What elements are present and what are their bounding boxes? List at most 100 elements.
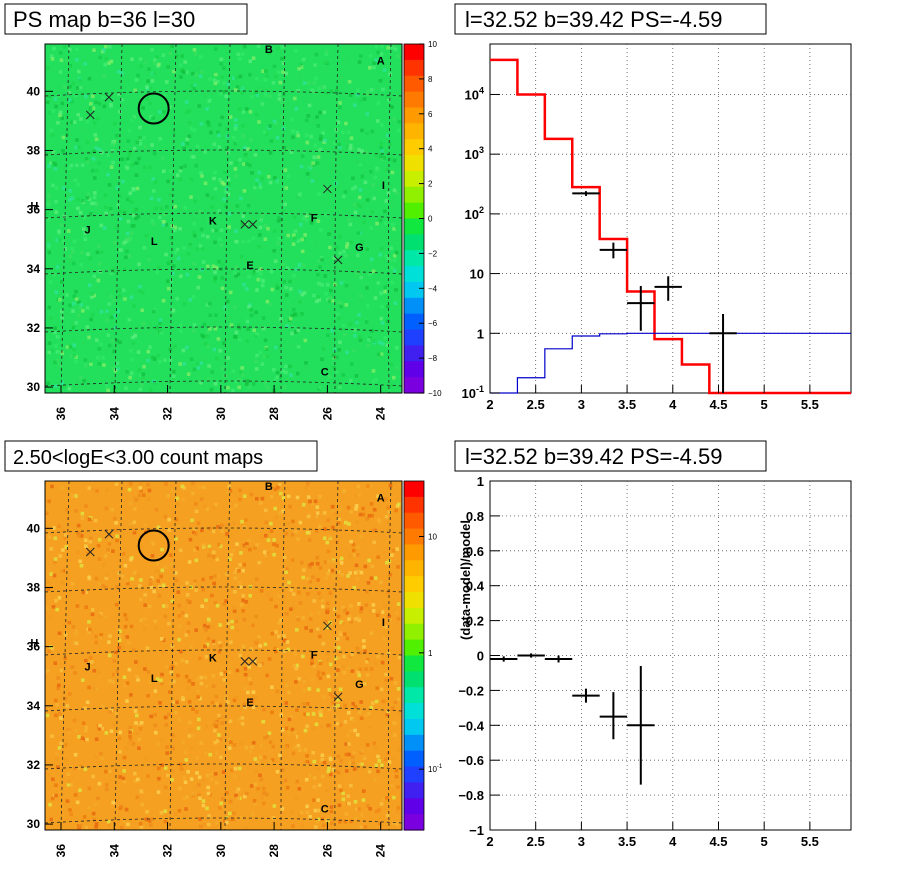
map-pixel [175,502,180,507]
map-pixel [73,178,78,182]
map-pixel [304,365,308,369]
map-pixel [222,197,226,201]
map-pixel [356,545,361,550]
source-x-marker [248,657,258,666]
map-pixel [191,71,195,76]
map-pixel [338,251,342,255]
map-pixel [298,520,303,525]
map-pixel [349,282,354,286]
map-pixel [329,809,334,814]
map-pixel [285,683,289,687]
map-pixel [247,538,251,543]
map-pixel [324,91,328,95]
map-pixel [140,308,144,313]
map-pixel [351,761,355,765]
map-pixel [96,278,101,283]
colorbar-label: 0 [428,215,433,224]
map-pixel [204,684,209,689]
map-pixel [106,312,110,317]
map-pixel [218,178,222,182]
map-pixel [251,694,256,699]
x-tick-label: 30 [214,407,228,421]
map-pixel [198,244,203,248]
y-tick-label: 0 [477,649,484,664]
map-pixel [379,802,384,806]
map-pixel [130,577,134,581]
map-pixel [337,784,342,788]
map-pixel [261,279,265,283]
map-pixel [163,93,167,98]
map-pixel [263,553,268,557]
map-pixel [265,73,269,78]
map-pixel [371,609,376,613]
map-pixel [85,140,90,145]
map-pixel [295,130,300,135]
map-pixel [117,571,121,576]
map-pixel [304,361,308,365]
map-pixel [110,507,115,512]
map-pixel [327,232,331,236]
map-pixel [241,214,245,218]
map-pixel [214,265,219,270]
map-pixel [111,549,115,553]
map-pixel [227,484,231,489]
map-pixel [236,796,240,801]
map-pixel [366,344,370,348]
map-pixel [61,186,66,190]
map-pixel [365,150,369,155]
map-pixel [132,648,136,652]
map-pixel [272,542,276,547]
map-pixel [332,354,336,358]
colorbar-swatch [404,266,424,283]
map-pixel [97,347,102,351]
map-pixel [92,195,97,200]
map-pixel [169,236,174,240]
map-pixel [377,610,382,614]
map-pixel [194,502,198,506]
map-pixel [306,495,311,499]
map-pixel [230,625,235,630]
map-pixel [130,357,134,362]
map-pixel [186,599,190,603]
map-pixel [62,214,67,219]
map-pixel [362,756,367,761]
map-pixel [158,585,162,589]
map-pixel [209,387,214,392]
map-pixel [249,647,253,651]
map-pixel [233,271,237,275]
map-pixel [353,334,357,338]
map-pixel [238,497,242,502]
map-pixel [379,580,383,585]
map-pixel [310,179,315,183]
map-pixel [48,802,52,807]
map-pixel [259,277,263,282]
map-pixel [219,672,224,676]
map-pixel [291,307,296,312]
map-pixel [308,499,312,504]
map-pixel [341,622,346,626]
map-pixel [336,521,341,525]
map-pixel [307,687,312,691]
map-pixel [93,191,97,195]
map-pixel [134,207,139,212]
map-pixel [73,766,77,770]
map-pixel [324,576,328,581]
map-pixel [118,110,122,114]
map-pixel [60,485,64,490]
map-pixel [306,577,310,581]
map-pixel [177,637,181,642]
map-pixel [112,349,116,354]
map-pixel [90,292,95,296]
y-tick-label: 36 [27,640,41,654]
map-pixel [347,554,352,559]
map-pixel [125,231,130,236]
map-pixel [326,723,330,728]
map-pixel [109,104,114,108]
map-pixel [215,702,219,706]
map-pixel [254,359,258,364]
map-pixel [243,525,247,530]
map-pixel [120,157,124,162]
map-pixel [397,710,402,715]
map-pixel [141,290,145,295]
